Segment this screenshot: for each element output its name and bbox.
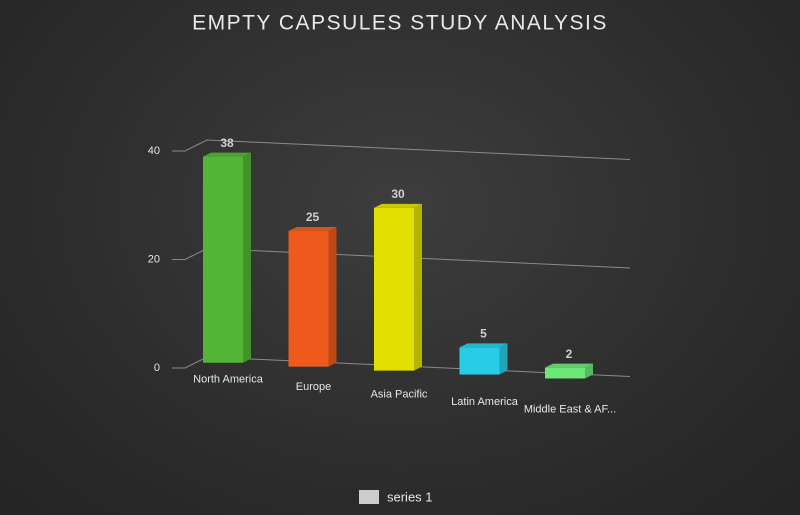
x-tick-label: Asia Pacific <box>371 389 428 401</box>
bar-top <box>545 363 593 368</box>
bar <box>459 347 500 375</box>
bar-side <box>414 203 422 371</box>
legend-swatch <box>359 490 379 504</box>
y-tick-label: 0 <box>154 362 160 374</box>
bar-side <box>499 343 508 375</box>
bar-side <box>243 152 251 363</box>
bar <box>203 156 243 363</box>
x-tick-label: Europe <box>296 381 331 393</box>
bar <box>288 231 329 367</box>
bar-top <box>459 343 508 348</box>
data-label: 38 <box>220 136 234 150</box>
bar <box>545 367 585 379</box>
bar-top <box>203 152 251 157</box>
data-label: 25 <box>306 210 320 224</box>
grid-line <box>172 139 631 160</box>
x-tick-label: Latin America <box>451 396 519 408</box>
bar-side <box>585 363 593 379</box>
x-tick-label: North America <box>193 374 264 386</box>
y-tick-label: 20 <box>148 253 160 265</box>
y-tick-label: 40 <box>148 145 160 157</box>
bar-top <box>374 203 422 208</box>
data-label: 30 <box>391 187 405 201</box>
bar-side <box>328 227 337 367</box>
data-label: 2 <box>566 347 573 361</box>
bar <box>374 207 414 371</box>
legend-label: series 1 <box>387 489 433 504</box>
data-label: 5 <box>480 327 487 341</box>
bar-top <box>288 227 337 232</box>
chart-title: EMPTY CAPSULES STUDY ANALYSIS <box>192 12 608 35</box>
x-tick-label: Middle East & AF... <box>524 403 616 415</box>
